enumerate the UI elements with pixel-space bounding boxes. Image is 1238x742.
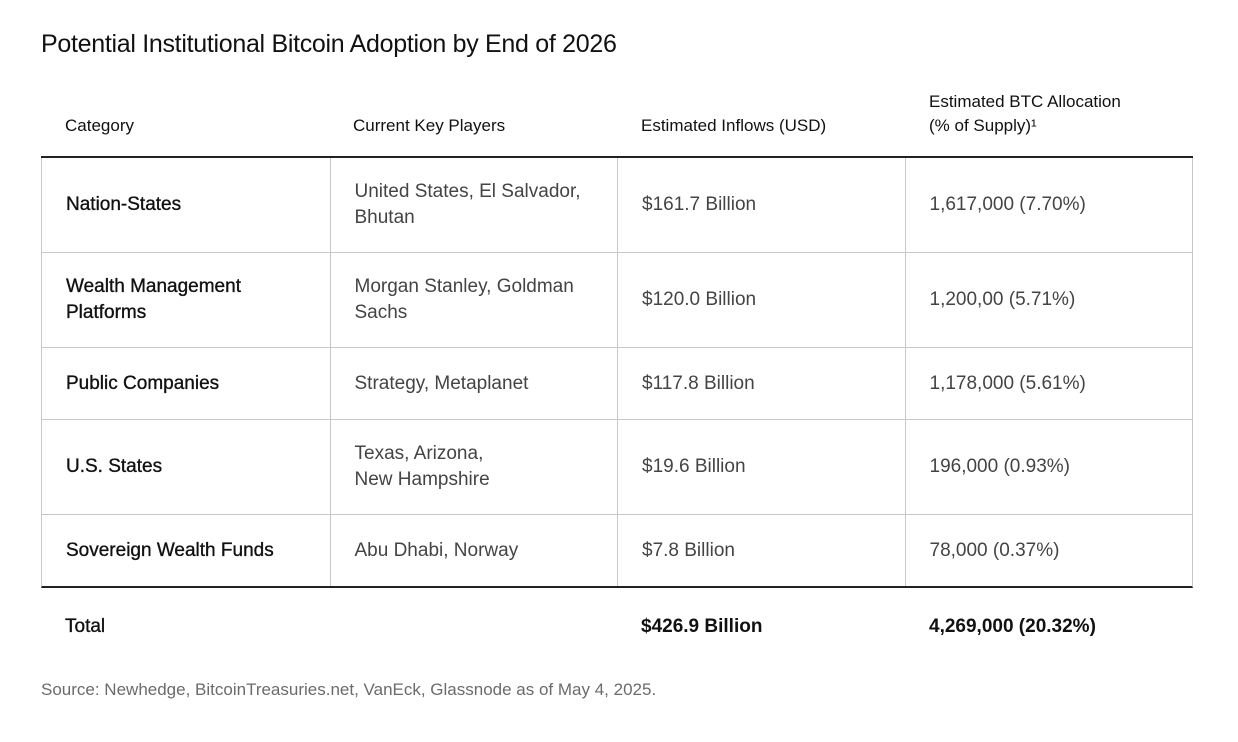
allocation-text: 1,200,00 (5.71%) <box>929 289 1076 310</box>
total-empty-cell <box>329 588 617 666</box>
allocation-cell: 78,000 (0.37%) <box>904 515 1193 586</box>
column-header-inflows: Estimated Inflows (USD) <box>617 83 905 156</box>
total-allocation: 4,269,000 (20.32%) <box>929 616 1096 637</box>
inflows-cell: $7.8 Billion <box>617 515 905 586</box>
category-cell: U.S. States <box>42 420 330 514</box>
inflows-text: $117.8 Billion <box>642 372 755 394</box>
inflows-cell: $161.7 Billion <box>617 158 905 252</box>
allocation-text: 78,000 (0.37%) <box>929 539 1060 561</box>
players-text-line: Texas, Arizona, <box>354 443 484 464</box>
column-header-players-label: Current Key Players <box>353 116 506 135</box>
category-text: Sovereign Wealth Funds <box>66 539 274 561</box>
column-header-category-label: Category <box>65 116 134 135</box>
table-total-row: Total $426.9 Billion 4,269,000 (20.32%) <box>41 588 1193 666</box>
inflows-text: $161.7 Billion <box>642 194 757 215</box>
table-row: U.S. States Texas, Arizona, New Hampshir… <box>42 420 1192 515</box>
category-cell: Sovereign Wealth Funds <box>42 515 330 586</box>
table-header-row: Category Current Key Players Estimated I… <box>41 83 1193 158</box>
column-header-players: Current Key Players <box>329 83 617 156</box>
allocation-text: 1,178,000 (5.61%) <box>929 372 1086 394</box>
table-body: Nation-States United States, El Salvador… <box>41 158 1193 588</box>
inflows-cell: $19.6 Billion <box>617 420 905 514</box>
players-cell: Strategy, Metaplanet <box>329 348 618 419</box>
inflows-cell: $117.8 Billion <box>617 348 905 419</box>
column-header-allocation-sublabel: (% of Supply)¹ <box>929 116 1037 135</box>
total-inflows-cell: $426.9 Billion <box>617 588 905 666</box>
players-cell: Abu Dhabi, Norway <box>329 515 618 586</box>
players-cell: Texas, Arizona, New Hampshire <box>329 420 618 514</box>
category-text: U.S. States <box>66 456 163 477</box>
table-row: Public Companies Strategy, Metaplanet $1… <box>42 348 1192 420</box>
allocation-cell: 1,200,00 (5.71%) <box>904 253 1193 347</box>
players-text-line: Bhutan <box>354 207 415 228</box>
players-text-line: Sachs <box>354 302 408 323</box>
category-cell: Public Companies <box>42 348 330 419</box>
players-text-line: United States, El Salvador, <box>354 181 581 202</box>
inflows-text: $7.8 Billion <box>642 539 735 561</box>
category-text-line: Wealth Management <box>66 276 241 297</box>
category-text: Nation-States <box>66 194 182 215</box>
total-label: Total <box>65 616 106 637</box>
category-text: Public Companies <box>66 372 220 394</box>
players-text-line: New Hampshire <box>354 469 490 490</box>
table-row: Nation-States United States, El Salvador… <box>42 158 1192 253</box>
table-row: Sovereign Wealth Funds Abu Dhabi, Norway… <box>42 515 1192 586</box>
players-text-line: Morgan Stanley, Goldman <box>354 276 574 297</box>
column-header-inflows-label: Estimated Inflows (USD) <box>641 116 827 135</box>
inflows-cell: $120.0 Billion <box>617 253 905 347</box>
total-allocation-cell: 4,269,000 (20.32%) <box>905 588 1193 666</box>
inflows-text: $120.0 Billion <box>642 289 757 310</box>
players-cell: Morgan Stanley, Goldman Sachs <box>329 253 618 347</box>
inflows-text: $19.6 Billion <box>642 456 746 477</box>
allocation-cell: 1,178,000 (5.61%) <box>904 348 1193 419</box>
allocation-cell: 1,617,000 (7.70%) <box>904 158 1193 252</box>
column-header-allocation-label: Estimated BTC Allocation <box>929 92 1121 111</box>
players-text-line: Strategy, Metaplanet <box>354 372 529 394</box>
total-label-cell: Total <box>41 588 329 666</box>
column-header-category: Category <box>41 83 329 156</box>
players-text-line: Abu Dhabi, Norway <box>354 539 519 561</box>
players-cell: United States, El Salvador, Bhutan <box>329 158 618 252</box>
allocation-text: 1,617,000 (7.70%) <box>929 194 1086 215</box>
page-title: Potential Institutional Bitcoin Adoption… <box>41 30 617 58</box>
adoption-table: Category Current Key Players Estimated I… <box>41 83 1193 666</box>
total-inflows: $426.9 Billion <box>641 616 763 637</box>
table-row: Wealth Management Platforms Morgan Stanl… <box>42 253 1192 348</box>
column-header-allocation: Estimated BTC Allocation (% of Supply)¹ <box>905 83 1193 156</box>
category-cell: Nation-States <box>42 158 330 252</box>
allocation-text: 196,000 (0.93%) <box>929 456 1071 477</box>
source-note: Source: Newhedge, BitcoinTreasuries.net,… <box>41 680 657 699</box>
category-text-line: Platforms <box>66 302 147 323</box>
category-cell: Wealth Management Platforms <box>42 253 330 347</box>
allocation-cell: 196,000 (0.93%) <box>904 420 1193 514</box>
